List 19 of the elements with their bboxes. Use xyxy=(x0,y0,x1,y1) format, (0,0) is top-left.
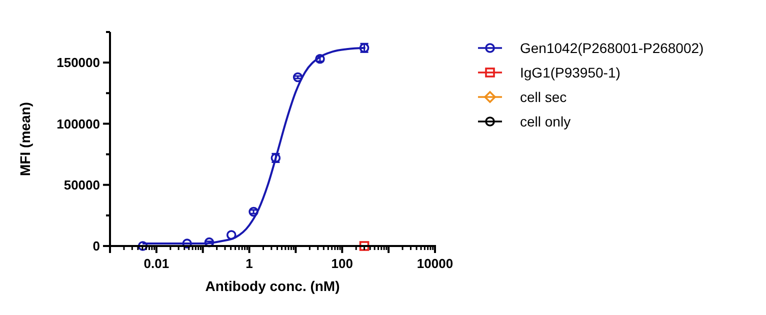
x-tick-label: 0.01 xyxy=(144,256,170,271)
legend-label: cell only xyxy=(520,113,571,130)
x-tick-label: 1 xyxy=(246,256,253,271)
legend-label: Gen1042(P268001-P268002) xyxy=(520,40,704,56)
point xyxy=(248,206,258,217)
y-tick-label: 150000 xyxy=(56,55,100,70)
y-tick-label: 0 xyxy=(92,238,100,254)
y-tick-label: 100000 xyxy=(56,116,100,132)
x-tick-label: 100 xyxy=(331,256,353,271)
point xyxy=(182,238,192,248)
y-axis-title: MFI (mean) xyxy=(17,102,33,176)
legend-label: IgG1(P93950-1) xyxy=(520,64,620,80)
point xyxy=(204,237,214,248)
x-axis-title: Antibody conc. (nM) xyxy=(205,278,340,294)
point xyxy=(226,230,236,240)
point xyxy=(292,72,303,82)
legend-label: cell sec xyxy=(520,88,567,105)
x-tick-label: 10000 xyxy=(416,256,454,271)
y-tick-label: 50000 xyxy=(64,177,100,192)
